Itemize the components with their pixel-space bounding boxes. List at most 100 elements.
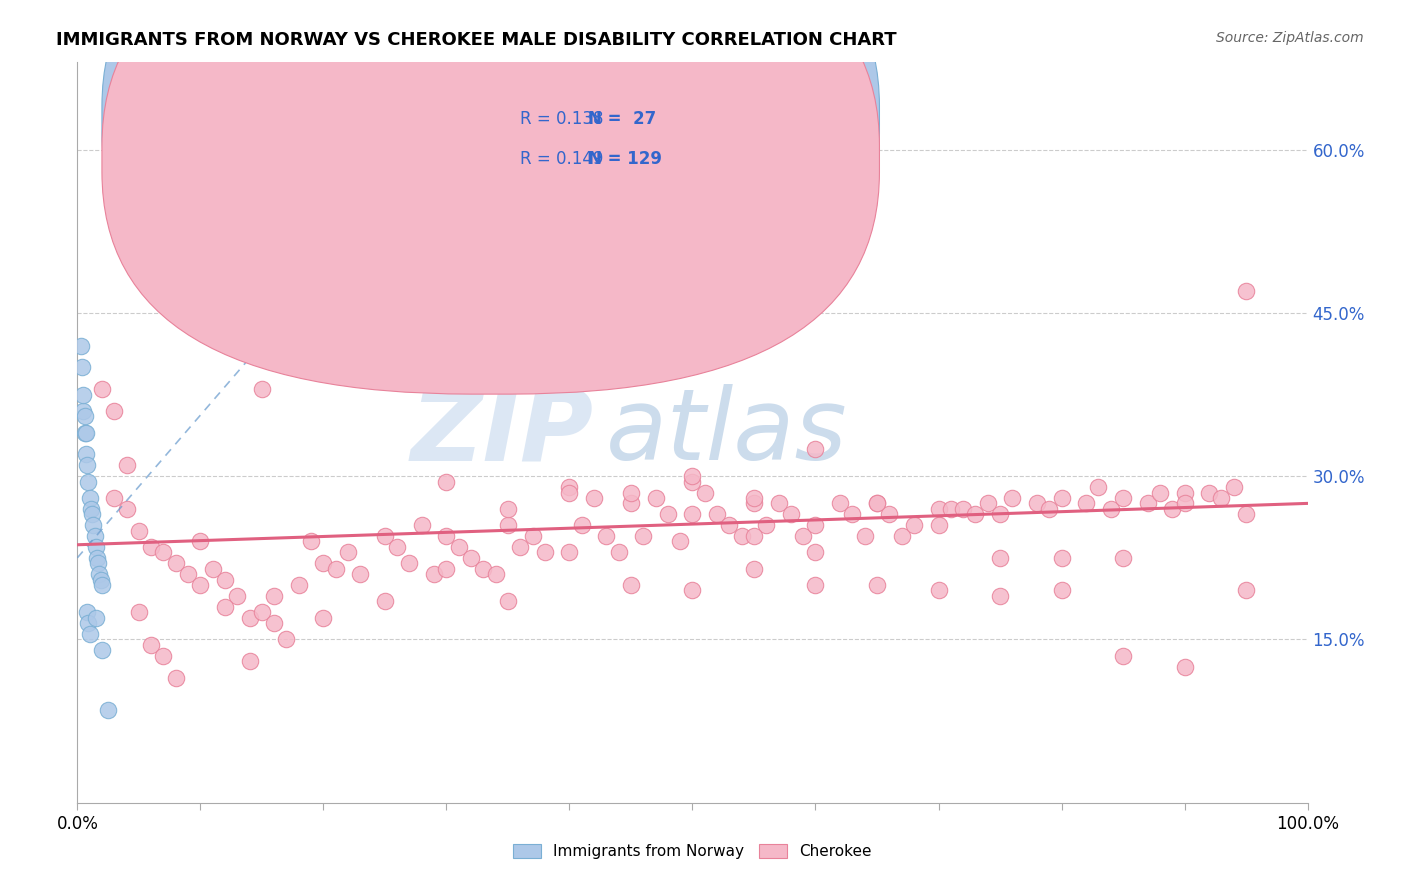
Text: N = 129: N = 129 bbox=[588, 150, 662, 168]
Point bbox=[436, 562, 458, 576]
Point bbox=[509, 540, 531, 554]
Point bbox=[903, 518, 925, 533]
Point bbox=[89, 567, 111, 582]
Point bbox=[928, 583, 950, 598]
Point bbox=[988, 508, 1011, 522]
Point bbox=[188, 534, 212, 549]
Point bbox=[1174, 659, 1197, 673]
Point bbox=[76, 605, 98, 619]
Point bbox=[485, 567, 508, 582]
Point bbox=[804, 442, 827, 456]
Point bbox=[1174, 496, 1197, 510]
Point bbox=[70, 338, 93, 352]
Point bbox=[1026, 496, 1049, 510]
Point bbox=[72, 404, 94, 418]
Point bbox=[141, 540, 163, 554]
Point bbox=[558, 480, 581, 494]
Point bbox=[214, 599, 236, 614]
Point bbox=[866, 496, 889, 510]
Point bbox=[780, 508, 803, 522]
Point bbox=[595, 529, 617, 543]
Point bbox=[239, 654, 262, 668]
Point bbox=[1050, 583, 1073, 598]
Point bbox=[1076, 496, 1098, 510]
Point bbox=[866, 578, 889, 592]
Point bbox=[447, 540, 470, 554]
Point bbox=[988, 589, 1011, 603]
Point bbox=[325, 562, 347, 576]
Point bbox=[374, 529, 396, 543]
Point bbox=[742, 491, 765, 505]
Point bbox=[141, 638, 163, 652]
Point bbox=[1112, 491, 1135, 505]
Point bbox=[75, 425, 97, 440]
Point bbox=[742, 529, 765, 543]
Point bbox=[633, 529, 655, 543]
Point bbox=[742, 496, 765, 510]
Point bbox=[804, 518, 827, 533]
Point bbox=[657, 508, 679, 522]
Point bbox=[1211, 491, 1233, 505]
Point bbox=[1038, 501, 1060, 516]
Text: ZIP: ZIP bbox=[411, 384, 595, 481]
Point bbox=[239, 611, 262, 625]
Point bbox=[83, 529, 105, 543]
Point bbox=[188, 578, 212, 592]
Point bbox=[128, 524, 150, 538]
Point bbox=[1099, 501, 1122, 516]
Point bbox=[534, 545, 557, 559]
Point bbox=[436, 529, 458, 543]
Text: IMMIGRANTS FROM NORWAY VS CHEROKEE MALE DISABILITY CORRELATION CHART: IMMIGRANTS FROM NORWAY VS CHEROKEE MALE … bbox=[56, 31, 897, 49]
Point bbox=[201, 562, 224, 576]
Legend: Immigrants from Norway, Cherokee: Immigrants from Norway, Cherokee bbox=[508, 838, 877, 865]
Text: N =  27: N = 27 bbox=[588, 111, 657, 128]
Point bbox=[1050, 491, 1073, 505]
Point bbox=[755, 518, 778, 533]
Point bbox=[103, 404, 125, 418]
Point bbox=[571, 518, 593, 533]
Point bbox=[103, 491, 125, 505]
Point bbox=[115, 501, 138, 516]
Point bbox=[398, 556, 420, 570]
Point bbox=[90, 573, 112, 587]
Point bbox=[607, 545, 630, 559]
Point bbox=[177, 567, 200, 582]
Point bbox=[1234, 508, 1257, 522]
Point bbox=[1234, 284, 1257, 298]
Point bbox=[152, 648, 174, 663]
Point bbox=[952, 501, 974, 516]
Point bbox=[693, 485, 716, 500]
Point bbox=[1234, 583, 1257, 598]
Point bbox=[965, 508, 987, 522]
Point bbox=[1001, 491, 1024, 505]
Point bbox=[890, 529, 912, 543]
Point bbox=[82, 518, 104, 533]
Point bbox=[742, 562, 765, 576]
Point bbox=[214, 573, 236, 587]
Point bbox=[682, 469, 704, 483]
Point bbox=[115, 458, 138, 473]
Point bbox=[718, 518, 741, 533]
Point bbox=[558, 545, 581, 559]
Point bbox=[288, 578, 311, 592]
Point bbox=[620, 496, 643, 510]
Point bbox=[522, 529, 544, 543]
Point bbox=[804, 578, 827, 592]
Point bbox=[75, 447, 97, 461]
Point bbox=[496, 594, 519, 608]
Point bbox=[583, 491, 606, 505]
Point bbox=[853, 529, 876, 543]
Point bbox=[1112, 648, 1135, 663]
Point bbox=[682, 508, 704, 522]
Point bbox=[928, 501, 950, 516]
Point bbox=[496, 501, 519, 516]
Point bbox=[620, 485, 643, 500]
Point bbox=[86, 550, 108, 565]
Point bbox=[436, 475, 458, 489]
FancyBboxPatch shape bbox=[103, 0, 880, 355]
Point bbox=[73, 425, 96, 440]
Point bbox=[77, 616, 100, 631]
Point bbox=[385, 540, 409, 554]
Point bbox=[77, 475, 100, 489]
Point bbox=[866, 496, 889, 510]
